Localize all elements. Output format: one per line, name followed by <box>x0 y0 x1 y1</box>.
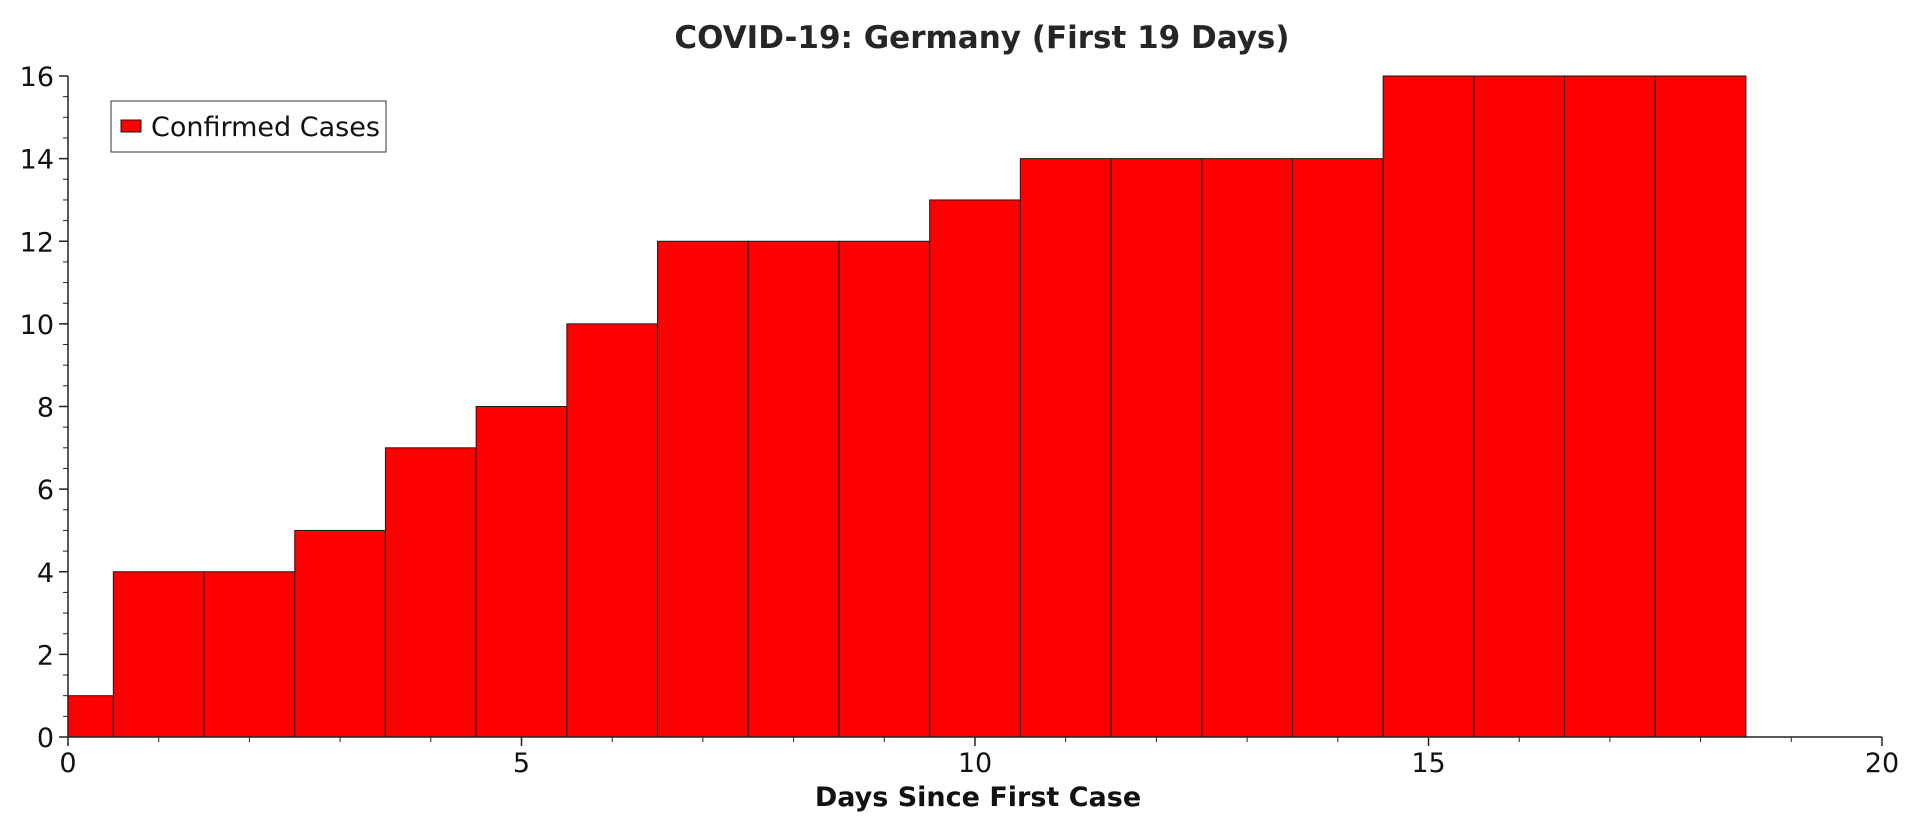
bars <box>67 75 1747 738</box>
bar-day-2 <box>203 571 296 738</box>
y-tick-label: 16 <box>20 62 54 93</box>
x-tick-label: 0 <box>59 748 76 779</box>
bar-day-10 <box>929 199 1021 738</box>
bar-day-7 <box>657 240 749 738</box>
legend-swatch <box>120 119 142 133</box>
bar-day-13 <box>1201 158 1293 738</box>
bar-day-8 <box>747 240 840 738</box>
bar-day-4 <box>384 447 477 738</box>
bar-day-16 <box>1473 75 1566 738</box>
bar-day-14 <box>1291 158 1384 738</box>
legend: Confirmed Cases <box>110 100 387 153</box>
y-tick-label: 10 <box>20 310 54 341</box>
axes: 0 2 4 6 8 10 12 14 16 0 5 10 15 20 <box>20 62 1900 779</box>
bar-day-0 <box>67 695 114 738</box>
bar-day-17 <box>1564 75 1656 738</box>
bar-day-18 <box>1654 75 1747 738</box>
bar-day-1 <box>112 571 205 738</box>
bar-day-15 <box>1382 75 1475 738</box>
y-tick-label: 0 <box>37 723 54 754</box>
bar-day-12 <box>1110 158 1203 738</box>
y-tick-label: 2 <box>37 640 54 671</box>
x-axis-label: Days Since First Case <box>815 782 1141 813</box>
y-tick-label: 8 <box>37 393 54 424</box>
bar-day-3 <box>294 529 386 738</box>
y-tick-label: 14 <box>20 145 54 176</box>
bar-day-11 <box>1019 158 1112 738</box>
y-tick-label: 12 <box>20 227 54 258</box>
x-tick-label: 20 <box>1865 748 1899 779</box>
chart-title: COVID-19: Germany (First 19 Days) <box>674 20 1289 56</box>
x-tick-label: 15 <box>1411 748 1445 779</box>
bar-day-6 <box>566 323 659 738</box>
bar-day-5 <box>475 406 568 738</box>
bar-day-9 <box>838 240 931 738</box>
y-tick-label: 4 <box>37 558 54 589</box>
y-tick-label: 6 <box>37 475 54 506</box>
legend-label: Confirmed Cases <box>151 112 380 143</box>
x-tick-label: 5 <box>513 748 530 779</box>
x-tick-label: 10 <box>958 748 992 779</box>
legend-box <box>110 100 387 153</box>
